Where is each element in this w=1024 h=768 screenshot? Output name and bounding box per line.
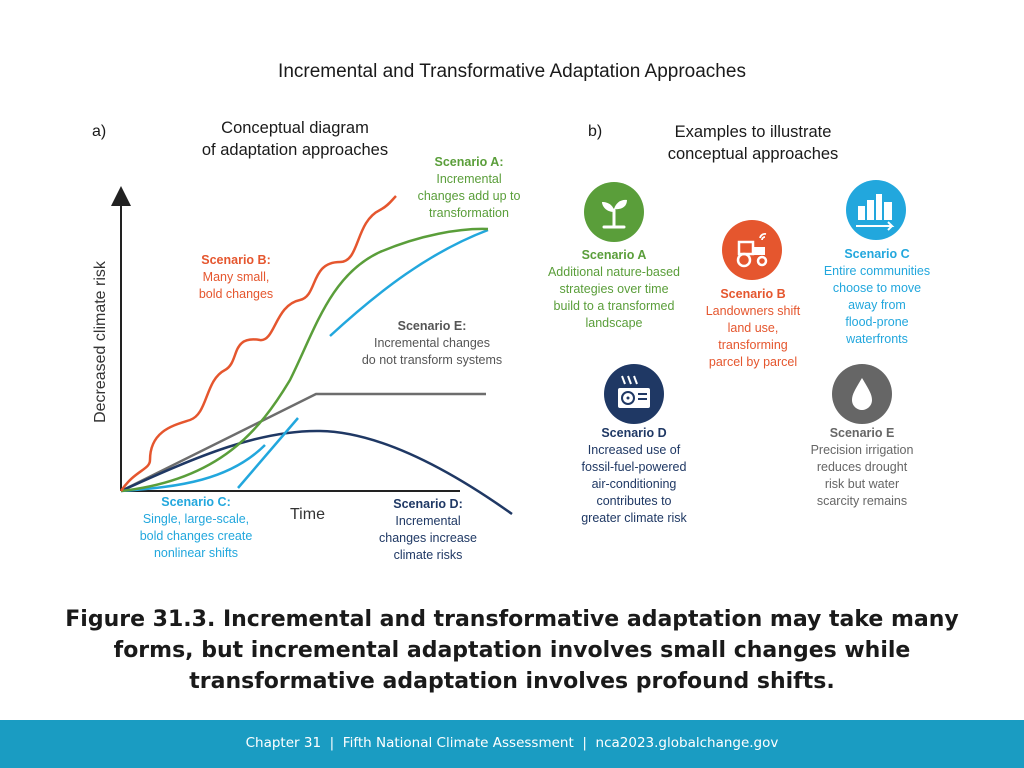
scenario-c-line-lower <box>120 444 266 493</box>
panel-b-label: b) <box>588 123 603 140</box>
panel-a-heading-line2: of adaptation approaches <box>201 141 389 159</box>
annotation-scenario-a-line3: transformation <box>429 206 509 220</box>
example-scenario-a-line2: strategies over time <box>559 282 669 296</box>
annotation-scenario-e: Scenario E: Incremental changes do not t… <box>342 318 522 369</box>
example-scenario-b-line4: parcel by parcel <box>708 355 798 369</box>
panel-a-heading: Conceptual diagram of adaptation approac… <box>170 117 420 161</box>
example-scenario-b-line2: land use, <box>727 321 779 335</box>
scenario-e-line <box>120 392 486 493</box>
annotation-scenario-c: Scenario C: Single, large-scale, bold ch… <box>120 494 272 562</box>
annotation-scenario-a-line2: changes add up to <box>417 189 521 203</box>
example-scenario-e-line3: risk but water <box>824 477 900 491</box>
footer-chapter: Chapter 31 <box>245 735 322 751</box>
scenario-a-line <box>120 227 489 493</box>
tractor-icon <box>722 220 782 280</box>
footer-url: nca2023.globalchange.gov <box>595 735 779 751</box>
scenario-d-line <box>120 429 513 516</box>
example-scenario-d-line5: greater climate risk <box>581 511 687 525</box>
annotation-scenario-b-line1: Many small, <box>202 270 270 284</box>
example-scenario-b: Scenario B Landowners shift land use, tr… <box>690 286 816 371</box>
annotation-scenario-c-title: Scenario C: <box>161 495 231 509</box>
example-scenario-d-line2: fossil-fuel-powered <box>581 460 687 474</box>
example-scenario-a-line1: Additional nature-based <box>547 265 681 279</box>
example-scenario-e-title: Scenario E <box>829 426 895 440</box>
figure-caption: Figure 31.3. Incremental and transformat… <box>60 604 964 697</box>
example-scenario-e-line4: scarcity remains <box>816 494 908 508</box>
example-scenario-c: Scenario C Entire communities choose to … <box>806 246 948 348</box>
example-scenario-e: Scenario E Precision irrigation reduces … <box>792 425 932 510</box>
annotation-scenario-d-line1: Incremental <box>395 514 461 528</box>
example-scenario-e-line1: Precision irrigation <box>810 443 914 457</box>
annotation-scenario-d-line2: changes increase <box>379 531 477 545</box>
annotation-scenario-d: Scenario D: Incremental changes increase… <box>360 496 496 564</box>
example-scenario-e-line2: reduces drought <box>816 460 908 474</box>
annotation-scenario-b: Scenario B: Many small, bold changes <box>176 252 296 303</box>
footer-bar: Chapter 31 | Fifth National Climate Asse… <box>0 720 1024 768</box>
annotation-scenario-c-line3: nonlinear shifts <box>153 546 239 560</box>
scenario-b-line <box>119 195 397 492</box>
annotation-scenario-b-line2: bold changes <box>198 287 274 301</box>
caption-line1: Figure 31.3. Incremental and transformat… <box>65 607 959 632</box>
footer-report: Fifth National Climate Assessment <box>342 735 574 751</box>
annotation-scenario-e-line2: do not transform systems <box>361 353 503 367</box>
panel-b-heading: Examples to illustrate conceptual approa… <box>640 121 866 165</box>
example-scenario-c-line5: waterfronts <box>846 332 908 346</box>
example-scenario-a-line3: build to a transformed <box>553 299 675 313</box>
panel-b-heading-line1: Examples to illustrate <box>674 123 832 141</box>
annotation-scenario-b-title: Scenario B: <box>201 253 271 267</box>
annotation-scenario-c-line1: Single, large-scale, <box>142 512 250 526</box>
annotation-scenario-a: Scenario A: Incremental changes add up t… <box>400 154 538 222</box>
annotation-scenario-a-title: Scenario A: <box>434 155 504 169</box>
caption-line3: transformative adaptation involves profo… <box>189 669 835 694</box>
annotation-scenario-d-title: Scenario D: <box>393 497 463 511</box>
example-scenario-d: Scenario D Increased use of fossil-fuel-… <box>562 425 706 527</box>
example-scenario-c-line4: flood-prone <box>845 315 909 329</box>
footer-separator-1: | <box>329 735 335 751</box>
panel-b-heading-line2: conceptual approaches <box>667 145 839 163</box>
example-scenario-d-line4: contributes to <box>596 494 672 508</box>
city-relocation-icon <box>846 180 906 240</box>
example-scenario-a-line4: landscape <box>585 316 643 330</box>
footer-separator-2: | <box>582 735 587 751</box>
example-scenario-d-line1: Increased use of <box>587 443 681 457</box>
annotation-scenario-d-line3: climate risks <box>393 548 463 562</box>
example-scenario-d-line3: air-conditioning <box>591 477 677 491</box>
example-scenario-a: Scenario A Additional nature-based strat… <box>534 247 694 332</box>
example-scenario-b-line3: transforming <box>718 338 788 352</box>
scenario-c-line-upper <box>329 228 489 337</box>
annotation-scenario-c-line2: bold changes create <box>139 529 253 543</box>
caption-line2: forms, but incremental adaptation involv… <box>113 638 911 663</box>
panel-a-label: a) <box>92 123 107 140</box>
example-scenario-d-title: Scenario D <box>601 426 667 440</box>
air-conditioner-icon <box>604 364 664 424</box>
conceptual-diagram <box>111 186 513 516</box>
x-axis-label: Time <box>290 506 325 523</box>
scenario-c-line-mid <box>237 417 299 489</box>
panel-a-heading-line1: Conceptual diagram <box>221 119 369 137</box>
water-drop-icon <box>832 364 892 424</box>
example-scenario-b-line1: Landowners shift <box>705 304 801 318</box>
annotation-scenario-e-line1: Incremental changes <box>373 336 491 350</box>
example-scenario-c-title: Scenario C <box>844 247 910 261</box>
annotation-scenario-a-line1: Incremental <box>436 172 502 186</box>
example-scenario-b-title: Scenario B <box>720 287 786 301</box>
example-scenario-c-line3: away from <box>848 298 906 312</box>
example-scenario-c-line1: Entire communities <box>823 264 931 278</box>
y-axis-label: Decreased climate risk <box>92 261 109 423</box>
figure-title: Incremental and Transformative Adaptatio… <box>278 61 746 82</box>
example-scenario-c-line2: choose to move <box>832 281 922 295</box>
annotation-scenario-e-title: Scenario E: <box>397 319 467 333</box>
sprout-icon <box>584 182 644 242</box>
example-scenario-a-title: Scenario A <box>581 248 647 262</box>
